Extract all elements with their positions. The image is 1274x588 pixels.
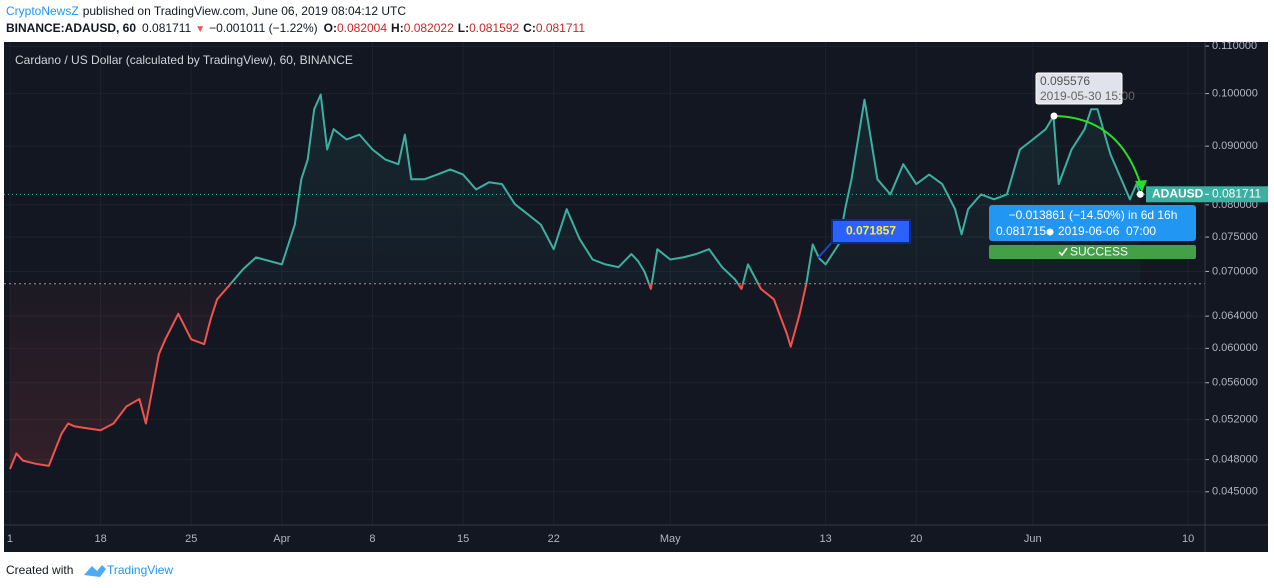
published-text: published on TradingView.com, June 06, 2… [83, 4, 407, 18]
low-label: L: [458, 21, 469, 35]
peak-time: 2019-05-30 15:00 [1040, 89, 1135, 103]
peak-dot [1050, 112, 1058, 120]
open-label: O: [324, 21, 337, 35]
measure-time: 2019-06-06 07:00 [1058, 224, 1156, 238]
x-tick-label: 18 [94, 533, 106, 545]
y-tick-label: 0.064000 [1212, 310, 1258, 322]
header-line: CryptoNewsZ published on TradingView.com,… [6, 4, 406, 18]
y-tick-label: 0.045000 [1212, 486, 1258, 498]
overlay: ADAUSD 0.081711 [1136, 186, 1268, 203]
footer-text: Created with [6, 563, 73, 577]
series [4, 93, 1205, 470]
x-tick-label: 8 [369, 533, 375, 545]
status-bar [989, 245, 1196, 259]
x-tick-label: 10 [1182, 533, 1194, 545]
low-callout-text: 0.071857 [846, 224, 896, 238]
measure-status: SUCCESS [1070, 245, 1128, 259]
measure-box [989, 205, 1196, 241]
x-tick-label: 20 [910, 533, 922, 545]
low: 0.081592 [469, 21, 519, 35]
price-line [9, 93, 1142, 470]
peak-callout [1035, 72, 1123, 105]
close: 0.081711 [536, 21, 585, 35]
measure-change: −0.013861 (−14.50%) in 6d 16h [1009, 208, 1178, 222]
x-tick-label: 22 [548, 533, 560, 545]
high-label: H: [391, 21, 404, 35]
y-tick-label: 0.100000 [1212, 87, 1258, 99]
last-point [1136, 190, 1144, 198]
x-tick-label: Apr [273, 533, 290, 545]
price: 0.081711 [142, 21, 191, 35]
check-icon [1058, 247, 1068, 257]
price-label-symbol: ADAUSD [1152, 186, 1204, 200]
brand-logo [84, 565, 106, 577]
measure-price: 0.081715 [996, 224, 1046, 238]
peak-price: 0.095576 [1040, 74, 1090, 88]
area [9, 94, 1141, 469]
arrow-head [1135, 180, 1147, 192]
y-tick-label: 0.052000 [1212, 414, 1258, 426]
y-tick-label: 0.090000 [1212, 140, 1258, 152]
y-tick-label: 0.110000 [1212, 40, 1257, 52]
y-tick-label: 0.075000 [1212, 231, 1258, 243]
open: 0.082004 [337, 21, 387, 35]
y-tick-label: 0.048000 [1212, 454, 1258, 466]
x-tick-label: May [660, 533, 681, 545]
high: 0.082022 [404, 21, 454, 35]
chart-title: Cardano / US Dollar (calculated by Tradi… [15, 53, 353, 67]
change: −0.001011 (−1.22%) [209, 21, 318, 35]
price-label-value: 0.081711 [1212, 186, 1261, 200]
y-tick-label: 0.060000 [1212, 342, 1258, 354]
publisher-link[interactable]: CryptoNewsZ [6, 4, 79, 18]
y-tick-label: 0.056000 [1212, 377, 1258, 389]
clock-icon [1046, 228, 1054, 236]
arrow-curve [1055, 115, 1142, 187]
x-tick-label: 1 [7, 533, 13, 545]
x-tick-label: 15 [457, 533, 469, 545]
x-tick-label: 13 [820, 533, 832, 545]
x-tick-label: Jun [1024, 533, 1042, 545]
footer-brand[interactable]: TradingView [107, 563, 173, 577]
down-arrow: ▼ [195, 24, 205, 35]
symbol-line: BINANCE:ADAUSD, 60 0.081711 ▼ −0.001011 (−1… [6, 21, 585, 35]
low-callout [831, 219, 911, 244]
y-tick-label: 0.070000 [1212, 265, 1258, 277]
x-tick-label: 25 [185, 533, 197, 545]
close-label: C: [523, 21, 536, 35]
symbol: BINANCE:ADAUSD, 60 [6, 21, 136, 35]
